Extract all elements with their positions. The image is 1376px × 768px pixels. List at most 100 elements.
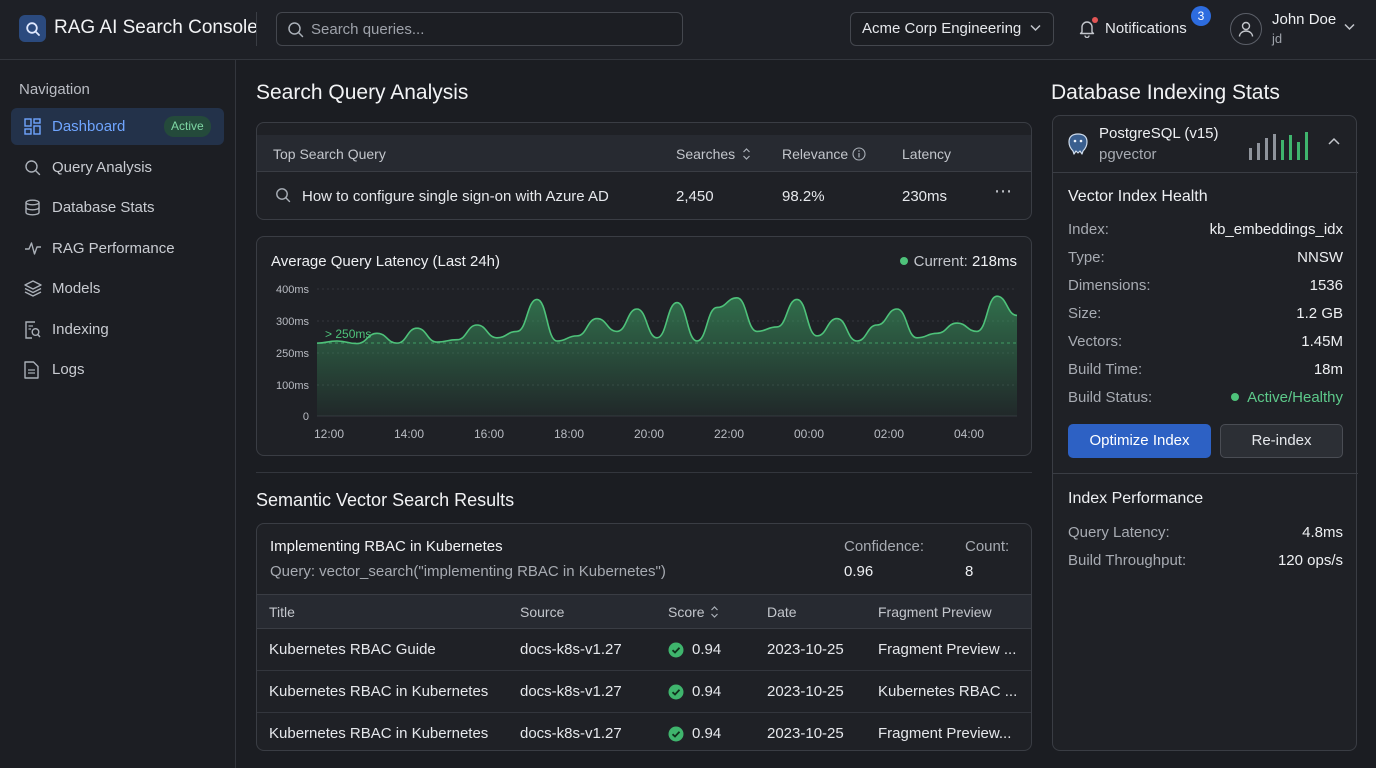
stat-value: NNSW bbox=[1297, 249, 1343, 266]
stat-vectors: Vectors: 1.45M bbox=[1068, 333, 1343, 353]
section-title-db-stats: Database Indexing Stats bbox=[1051, 81, 1280, 104]
divider bbox=[256, 472, 1032, 473]
stat-value: 18m bbox=[1313, 361, 1343, 378]
chart-title: Average Query Latency (Last 24h) bbox=[271, 253, 501, 270]
search-input[interactable] bbox=[311, 13, 671, 45]
avatar bbox=[1230, 13, 1262, 45]
semantic-results-card: Implementing RBAC in Kubernetes Query: v… bbox=[256, 523, 1032, 751]
sidebar-item-label: Query Analysis bbox=[52, 159, 153, 176]
cell-source: docs-k8s-v1.27 bbox=[520, 725, 622, 742]
cell-score: 0.94 bbox=[692, 725, 722, 742]
notification-dot bbox=[1092, 17, 1098, 23]
search-icon bbox=[24, 159, 41, 176]
column-header-sortable[interactable]: Searches bbox=[676, 146, 750, 162]
column-header: Latency bbox=[902, 146, 952, 162]
query-text: How to configure single sign-on with Azu… bbox=[302, 188, 609, 205]
y-tick-label: 100ms bbox=[276, 380, 310, 392]
current-latency: Current: 218ms bbox=[899, 253, 1017, 270]
info-icon[interactable] bbox=[852, 147, 866, 161]
activity-icon bbox=[24, 240, 42, 257]
x-tick-label: 16:00 bbox=[474, 427, 504, 441]
latency-chart: 400ms 300ms 250ms 100ms 0 > 250ms 12:00 14:00 16… bbox=[276, 284, 1018, 441]
column-header-sortable[interactable]: Score bbox=[668, 604, 718, 620]
user-handle: jd bbox=[1272, 31, 1283, 46]
check-circle-icon bbox=[668, 642, 684, 658]
column-header: Source bbox=[520, 604, 565, 620]
column-header: Fragment Preview bbox=[878, 604, 992, 620]
status-badge: Active/Healthy bbox=[1231, 389, 1343, 406]
stat-value: 120 ops/s bbox=[1277, 552, 1343, 569]
org-select[interactable]: Acme Corp Engineering bbox=[850, 12, 1054, 46]
count-label: Count: bbox=[965, 538, 1010, 555]
index-search-icon bbox=[24, 321, 41, 339]
notifications-button[interactable]: Notifications 3 bbox=[1078, 6, 1218, 46]
logo bbox=[19, 15, 46, 42]
stat-build-time: Build Time: 18m bbox=[1068, 361, 1343, 381]
column-header: Date bbox=[767, 604, 797, 620]
stat-label: Size: bbox=[1068, 305, 1102, 322]
table-row[interactable]: Kubernetes RBAC Guide docs-k8s-v1.27 0.9… bbox=[257, 629, 1031, 671]
search-box[interactable] bbox=[276, 12, 683, 46]
db-header[interactable]: PostgreSQL (v15) pgvector bbox=[1053, 116, 1358, 173]
latency-chart-card: Average Query Latency (Last 24h) Current… bbox=[256, 236, 1032, 456]
table-header: Title Source Score Date Fragment Preview bbox=[257, 594, 1031, 629]
table-row[interactable]: Kubernetes RBAC in Kubernetes docs-k8s-v… bbox=[257, 671, 1031, 713]
cell-score: 0.94 bbox=[692, 683, 722, 700]
column-header-label: Relevance bbox=[782, 146, 849, 162]
sidebar-item-query-analysis[interactable]: Query Analysis bbox=[11, 149, 224, 186]
current-value: 218ms bbox=[971, 253, 1017, 270]
optimize-index-button[interactable]: Optimize Index bbox=[1068, 424, 1211, 458]
table-row[interactable]: Kubernetes RBAC in Kubernetes docs-k8s-v… bbox=[257, 713, 1031, 750]
sidebar-item-models[interactable]: Models bbox=[11, 270, 224, 307]
y-tick-label: 250ms bbox=[276, 348, 310, 360]
top-bar: RAG AI Search Console Acme Corp Engineer… bbox=[0, 0, 1376, 60]
cell-date: 2023-10-25 bbox=[767, 683, 844, 700]
index-performance-title: Index Performance bbox=[1068, 490, 1204, 507]
result-query: Query: vector_search("implementing RBAC … bbox=[270, 563, 666, 580]
bar-chart-icon bbox=[1248, 130, 1316, 160]
x-tick-label: 12:00 bbox=[314, 427, 344, 441]
stat-value: 1.2 GB bbox=[1296, 305, 1343, 322]
threshold-label: > 250ms bbox=[325, 327, 371, 341]
cell-title: Kubernetes RBAC in Kubernetes bbox=[269, 725, 489, 742]
cell-title: Kubernetes RBAC in Kubernetes bbox=[269, 683, 489, 700]
sidebar-item-rag-performance[interactable]: RAG Performance bbox=[11, 230, 224, 267]
divider bbox=[256, 12, 257, 46]
reindex-button[interactable]: Re-index bbox=[1220, 424, 1343, 458]
stat-label: Build Time: bbox=[1068, 361, 1143, 378]
vector-index-health-title: Vector Index Health bbox=[1068, 188, 1208, 205]
sidebar-item-dashboard[interactable]: Dashboard Active bbox=[11, 108, 224, 145]
search-icon bbox=[287, 21, 304, 38]
user-name: John Doe bbox=[1272, 11, 1337, 28]
table-row[interactable]: How to configure single sign-on with Azu… bbox=[257, 172, 1031, 219]
search-icon bbox=[275, 187, 291, 203]
confidence-value: 0.96 bbox=[844, 563, 874, 580]
stat-label: Build Throughput: bbox=[1068, 552, 1187, 569]
chevron-up-icon[interactable] bbox=[1328, 137, 1340, 145]
x-tick-label: 20:00 bbox=[634, 427, 664, 441]
sidebar-item-database-stats[interactable]: Database Stats bbox=[11, 189, 224, 226]
check-circle-icon bbox=[668, 684, 684, 700]
divider bbox=[1053, 473, 1358, 474]
section-title-query-analysis: Search Query Analysis bbox=[256, 81, 469, 104]
nav-title: Navigation bbox=[19, 81, 90, 98]
more-options-icon[interactable]: ⋯ bbox=[994, 181, 1012, 201]
stat-size: Size: 1.2 GB bbox=[1068, 305, 1343, 325]
app-title: RAG AI Search Console bbox=[54, 17, 258, 38]
table-header: Top Search Query Searches Relevance Late… bbox=[257, 135, 1031, 172]
latency-value: 230ms bbox=[902, 188, 948, 205]
stat-index: Index: kb_embeddings_idx bbox=[1068, 221, 1343, 241]
stat-label: Type: bbox=[1068, 249, 1105, 266]
cell-source: docs-k8s-v1.27 bbox=[520, 683, 622, 700]
stat-type: Type: NNSW bbox=[1068, 249, 1343, 269]
stat-label: Index: bbox=[1068, 221, 1109, 238]
cell-preview: Fragment Preview ... bbox=[878, 641, 1017, 658]
sidebar-item-logs[interactable]: Logs bbox=[11, 351, 224, 388]
sidebar-item-indexing[interactable]: Indexing bbox=[11, 311, 224, 348]
user-menu[interactable]: John Doe jd bbox=[1230, 11, 1360, 49]
status-dot bbox=[899, 257, 908, 265]
search-icon bbox=[25, 21, 41, 37]
relevance-value: 98.2% bbox=[782, 188, 825, 205]
stat-build-throughput: Build Throughput: 120 ops/s bbox=[1068, 552, 1343, 572]
sidebar-item-label: RAG Performance bbox=[52, 240, 175, 257]
